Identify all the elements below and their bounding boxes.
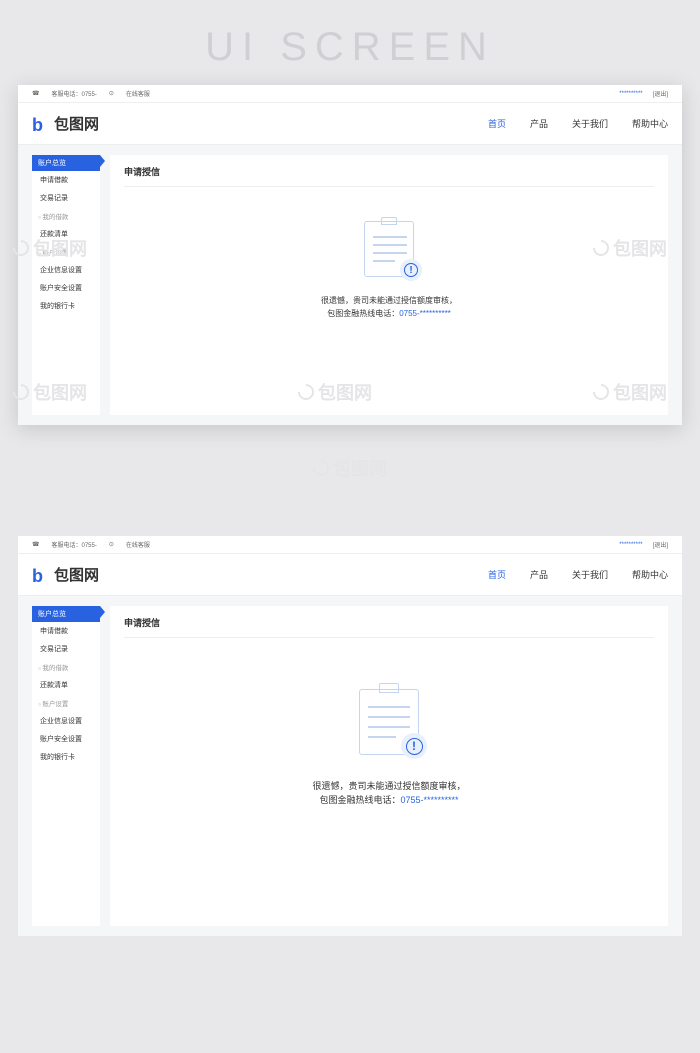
hotline-phone: 0755-********** xyxy=(399,309,451,318)
sidebar-section-my-loan: 我的借款 xyxy=(32,658,100,676)
sidebar-item-company-info[interactable]: 企业信息设置 xyxy=(32,261,100,279)
empty-message: 很遗憾，贵司未能通过授信额度审核， 包图金融热线电话：0755-********… xyxy=(312,779,465,808)
sidebar-item-transactions[interactable]: 交易记录 xyxy=(32,189,100,207)
sidebar: 账户总览 申请借款 交易记录 我的借款 还款清单 账户设置 企业信息设置 账户安… xyxy=(32,155,100,415)
page-banner: UI SCREEN xyxy=(0,0,700,85)
sidebar-section-account: 账户设置 xyxy=(32,243,100,261)
logo-icon: b xyxy=(32,566,50,584)
panel-title: 申请授信 xyxy=(124,165,654,187)
topbar-user[interactable]: ********** xyxy=(619,542,642,548)
topbar-service-icon: ⊙ xyxy=(109,541,114,548)
topbar-phone-icon: ☎ xyxy=(32,90,39,97)
alert-badge-icon: ! xyxy=(401,733,427,759)
empty-state: ! 很遗憾，贵司未能通过授信额度审核， 包图金融热线电话：0755-******… xyxy=(124,187,654,341)
logo-text: 包图网 xyxy=(54,564,99,585)
mockup-card-1: ☎ 客服电话：0755- ⊙ 在线客服 ********** [退出] b 包图… xyxy=(18,85,682,425)
sidebar-section-my-loan: 我的借款 xyxy=(32,207,100,225)
sidebar-section-account: 账户设置 xyxy=(32,694,100,712)
empty-state: ! 很遗憾，贵司未能通过授信额度审核， 包图金融热线电话：0755-******… xyxy=(124,638,654,838)
sidebar-item-repayment[interactable]: 还款清单 xyxy=(32,225,100,243)
topbar-phone: 客服电话：0755- xyxy=(51,540,96,549)
main-panel: 申请授信 ! 很遗憾，贵司未能通过授信额度审核， 包图 xyxy=(110,606,668,926)
sidebar-header[interactable]: 账户总览 xyxy=(32,155,100,171)
sidebar-item-apply-loan[interactable]: 申请借款 xyxy=(32,171,100,189)
header: b 包图网 首页 产品 关于我们 帮助中心 xyxy=(18,103,682,145)
sidebar-item-repayment[interactable]: 还款清单 xyxy=(32,676,100,694)
alert-badge-icon: ! xyxy=(400,259,422,281)
logo[interactable]: b 包图网 xyxy=(32,564,99,585)
nav-home[interactable]: 首页 xyxy=(488,568,506,581)
clipboard-icon: ! xyxy=(359,683,419,755)
nav-about[interactable]: 关于我们 xyxy=(572,117,608,130)
clipboard-icon: ! xyxy=(364,217,414,277)
hotline-phone: 0755-********** xyxy=(400,795,458,805)
topbar: ☎ 客服电话：0755- ⊙ 在线客服 ********** [退出] xyxy=(18,536,682,554)
topbar-online-service[interactable]: 在线客服 xyxy=(126,89,150,98)
logout-link[interactable]: [退出] xyxy=(653,540,668,549)
watermark-row: 包图网 xyxy=(0,455,700,481)
sidebar-item-bank-cards[interactable]: 我的银行卡 xyxy=(32,297,100,315)
nav-help[interactable]: 帮助中心 xyxy=(632,117,668,130)
main-nav: 首页 产品 关于我们 帮助中心 xyxy=(488,568,668,581)
logo-icon: b xyxy=(32,115,50,133)
nav-product[interactable]: 产品 xyxy=(530,568,548,581)
logo-text: 包图网 xyxy=(54,113,99,134)
nav-product[interactable]: 产品 xyxy=(530,117,548,130)
body-area: 账户总览 申请借款 交易记录 我的借款 还款清单 账户设置 企业信息设置 账户安… xyxy=(18,145,682,425)
empty-message: 很遗憾，贵司未能通过授信额度审核， 包图金融热线电话：0755-********… xyxy=(321,295,457,321)
sidebar: 账户总览 申请借款 交易记录 我的借款 还款清单 账户设置 企业信息设置 账户安… xyxy=(32,606,100,926)
sidebar-item-company-info[interactable]: 企业信息设置 xyxy=(32,712,100,730)
logout-link[interactable]: [退出] xyxy=(653,89,668,98)
main-panel: 申请授信 ! 很遗憾，贵司未能通过授信额度审核， 包图 xyxy=(110,155,668,415)
sidebar-item-transactions[interactable]: 交易记录 xyxy=(32,640,100,658)
sidebar-item-security[interactable]: 账户安全设置 xyxy=(32,279,100,297)
sidebar-item-bank-cards[interactable]: 我的银行卡 xyxy=(32,748,100,766)
logo[interactable]: b 包图网 xyxy=(32,113,99,134)
sidebar-item-security[interactable]: 账户安全设置 xyxy=(32,730,100,748)
sidebar-item-apply-loan[interactable]: 申请借款 xyxy=(32,622,100,640)
mockup-card-2: ☎ 客服电话：0755- ⊙ 在线客服 ********** [退出] b 包图… xyxy=(18,536,682,936)
topbar-phone-icon: ☎ xyxy=(32,541,39,548)
nav-home[interactable]: 首页 xyxy=(488,117,506,130)
topbar-user[interactable]: ********** xyxy=(619,91,642,97)
main-nav: 首页 产品 关于我们 帮助中心 xyxy=(488,117,668,130)
body-area: 账户总览 申请借款 交易记录 我的借款 还款清单 账户设置 企业信息设置 账户安… xyxy=(18,596,682,936)
topbar-service-icon: ⊙ xyxy=(109,90,114,97)
topbar: ☎ 客服电话：0755- ⊙ 在线客服 ********** [退出] xyxy=(18,85,682,103)
topbar-phone: 客服电话：0755- xyxy=(51,89,96,98)
topbar-online-service[interactable]: 在线客服 xyxy=(126,540,150,549)
panel-title: 申请授信 xyxy=(124,616,654,638)
sidebar-header[interactable]: 账户总览 xyxy=(32,606,100,622)
nav-about[interactable]: 关于我们 xyxy=(572,568,608,581)
header: b 包图网 首页 产品 关于我们 帮助中心 xyxy=(18,554,682,596)
nav-help[interactable]: 帮助中心 xyxy=(632,568,668,581)
